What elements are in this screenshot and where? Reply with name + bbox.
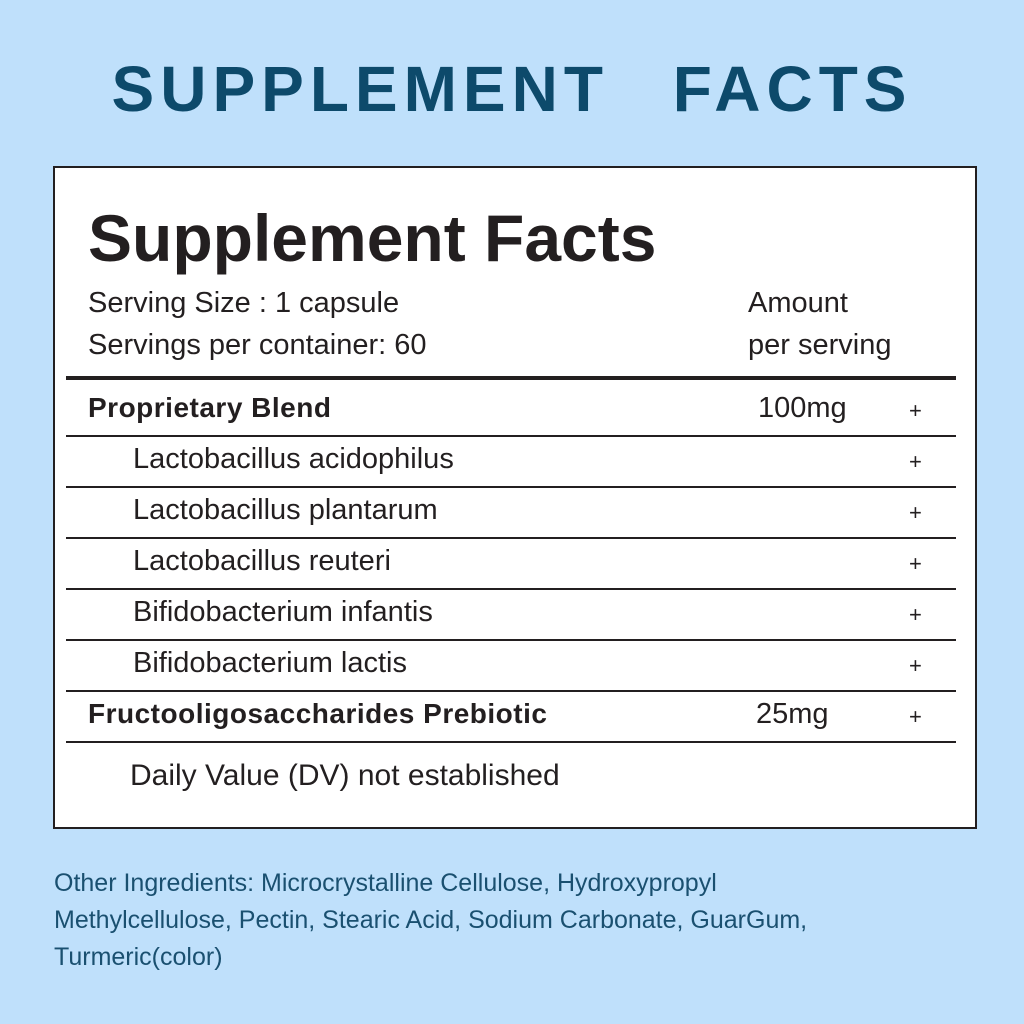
ingredient-name: Lactobacillus reuteri [133,545,391,577]
banner: SUPPLEMENT FACTS [111,53,913,125]
plus-mark: + [909,398,922,423]
other-ingredients-line: Methylcellulose, Pectin, Stearic Acid, S… [54,906,808,934]
plus-mark: + [909,449,922,474]
other-ingredients-line: Turmeric(color) [54,943,223,971]
amount-header: Amount [748,287,848,319]
amount-header: per serving [748,329,892,361]
other-ingredients-line: Other Ingredients: Microcrystalline Cell… [54,869,717,897]
ingredient-name: Fructooligosaccharides Prebiotic [88,698,548,729]
row-rule [66,537,956,539]
serving-size: Serving Size : 1 capsule [88,287,400,319]
ingredient-amount: 100mg [758,392,847,424]
ingredient-amount: 25mg [756,698,829,730]
label-title: Supplement Facts [88,201,657,275]
ingredient-name: Lactobacillus acidophilus [133,443,454,475]
row-rule [66,741,956,743]
ingredient-name: Bifidobacterium lactis [133,647,407,679]
plus-mark: + [909,653,922,678]
row-rule [66,486,956,488]
plus-mark: + [909,602,922,627]
ingredient-name: Proprietary Blend [88,392,332,423]
plus-mark: + [909,551,922,576]
ingredient-name: Lactobacillus plantarum [133,494,438,526]
row-rule [66,690,956,692]
thick-rule [66,376,956,380]
footnote: Daily Value (DV) not established [130,759,560,792]
row-rule [66,435,956,437]
servings-per-container: Servings per container: 60 [88,329,427,361]
plus-mark: + [909,704,922,729]
row-rule [66,588,956,590]
ingredient-name: Bifidobacterium infantis [133,596,433,628]
row-rule [66,639,956,641]
label-box [53,166,977,829]
plus-mark: + [909,500,922,525]
